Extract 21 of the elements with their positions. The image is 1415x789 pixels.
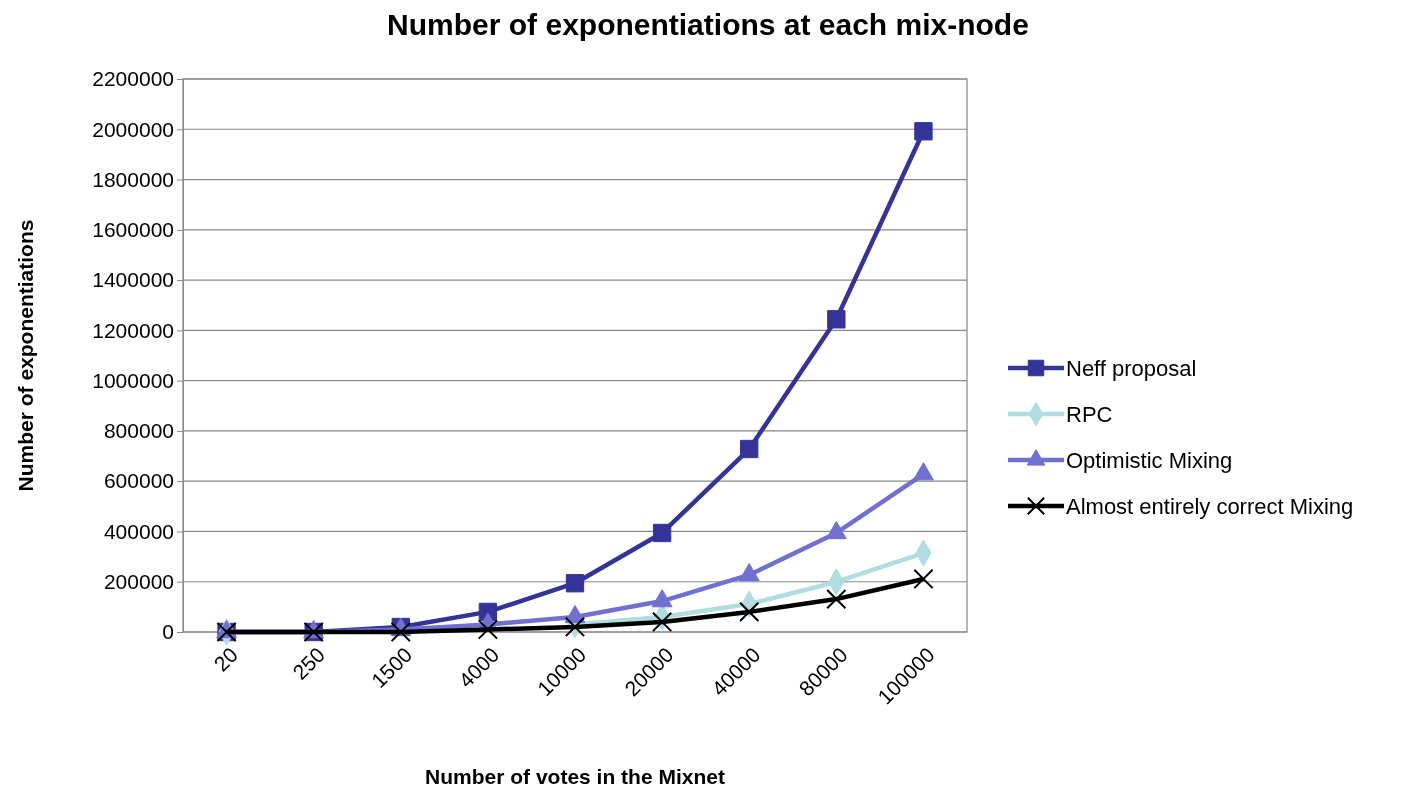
y-tick-label: 0 <box>162 620 174 644</box>
legend-label: Neff proposal <box>1066 356 1197 381</box>
y-tick-label: 1000000 <box>92 368 174 392</box>
y-tick-label: 200000 <box>103 569 174 593</box>
chart-title: Number of exponentiations at each mix-node <box>387 8 1029 41</box>
y-tick-label: 2200000 <box>92 67 174 91</box>
y-tick-label: 1800000 <box>92 167 174 191</box>
y-tick-label: 400000 <box>103 519 174 543</box>
x-tick-label: 20 <box>209 642 243 676</box>
legend-label: Almost entirely correct Mixing <box>1066 494 1354 519</box>
y-tick-label: 600000 <box>103 469 174 493</box>
y-tick-label: 1400000 <box>92 268 174 292</box>
y-axis-title: Number of exponentiations <box>14 219 37 492</box>
legend-label: Optimistic Mixing <box>1066 448 1233 473</box>
y-tick-label: 1200000 <box>92 318 174 342</box>
y-tick-label: 1600000 <box>92 218 174 242</box>
x-tick-label: 250 <box>288 642 330 684</box>
y-tick-label: 800000 <box>103 419 174 443</box>
x-axis-title: Number of votes in the Mixnet <box>425 765 725 788</box>
y-tick-label: 2000000 <box>92 117 174 141</box>
legend-label: RPC <box>1066 402 1113 427</box>
